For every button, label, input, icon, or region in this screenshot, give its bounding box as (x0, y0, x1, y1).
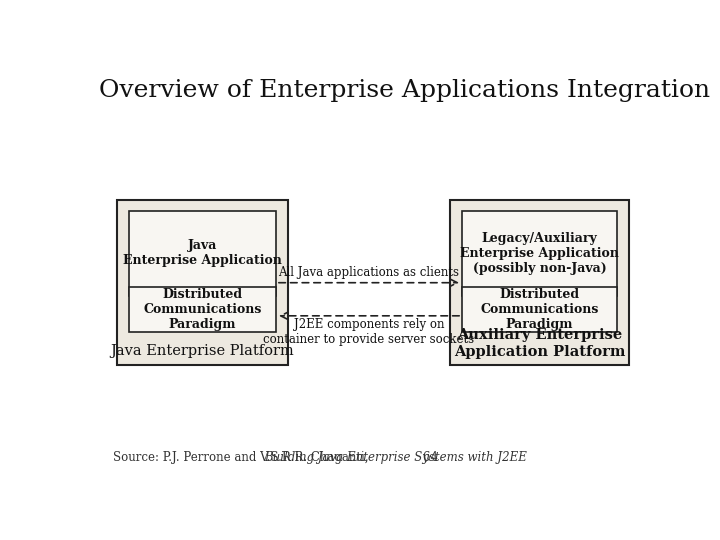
Text: Java Enterprise Platform: Java Enterprise Platform (110, 344, 294, 358)
Text: Auxiliary Enterprise
Application Platform: Auxiliary Enterprise Application Platfor… (454, 328, 625, 359)
Text: Java
Enterprise Application: Java Enterprise Application (123, 239, 282, 267)
Text: Overview of Enterprise Applications Integration (EAI): Overview of Enterprise Applications Inte… (99, 79, 720, 102)
Text: Building Java Enterprise Systems with J2EE: Building Java Enterprise Systems with J2… (264, 451, 527, 464)
Bar (462, 211, 617, 296)
Text: All Java applications as clients: All Java applications as clients (279, 266, 459, 279)
Text: Distributed
Communications
Paradigm: Distributed Communications Paradigm (480, 288, 599, 331)
Text: Legacy/Auxiliary
Enterprise Application
(possibly non-Java): Legacy/Auxiliary Enterprise Application … (460, 232, 619, 275)
Bar (451, 200, 629, 365)
Bar (129, 287, 276, 332)
Bar (462, 287, 617, 332)
Bar (129, 211, 276, 296)
Bar (117, 200, 287, 365)
Text: Source: P.J. Perrone and V.S.R.R. Chaganti,: Source: P.J. Perrone and V.S.R.R. Chagan… (113, 451, 372, 464)
Text: J2EE components rely on
container to provide server sockets: J2EE components rely on container to pro… (264, 318, 474, 346)
Text: Distributed
Communications
Paradigm: Distributed Communications Paradigm (143, 288, 261, 331)
Text: 64: 64 (408, 451, 438, 464)
